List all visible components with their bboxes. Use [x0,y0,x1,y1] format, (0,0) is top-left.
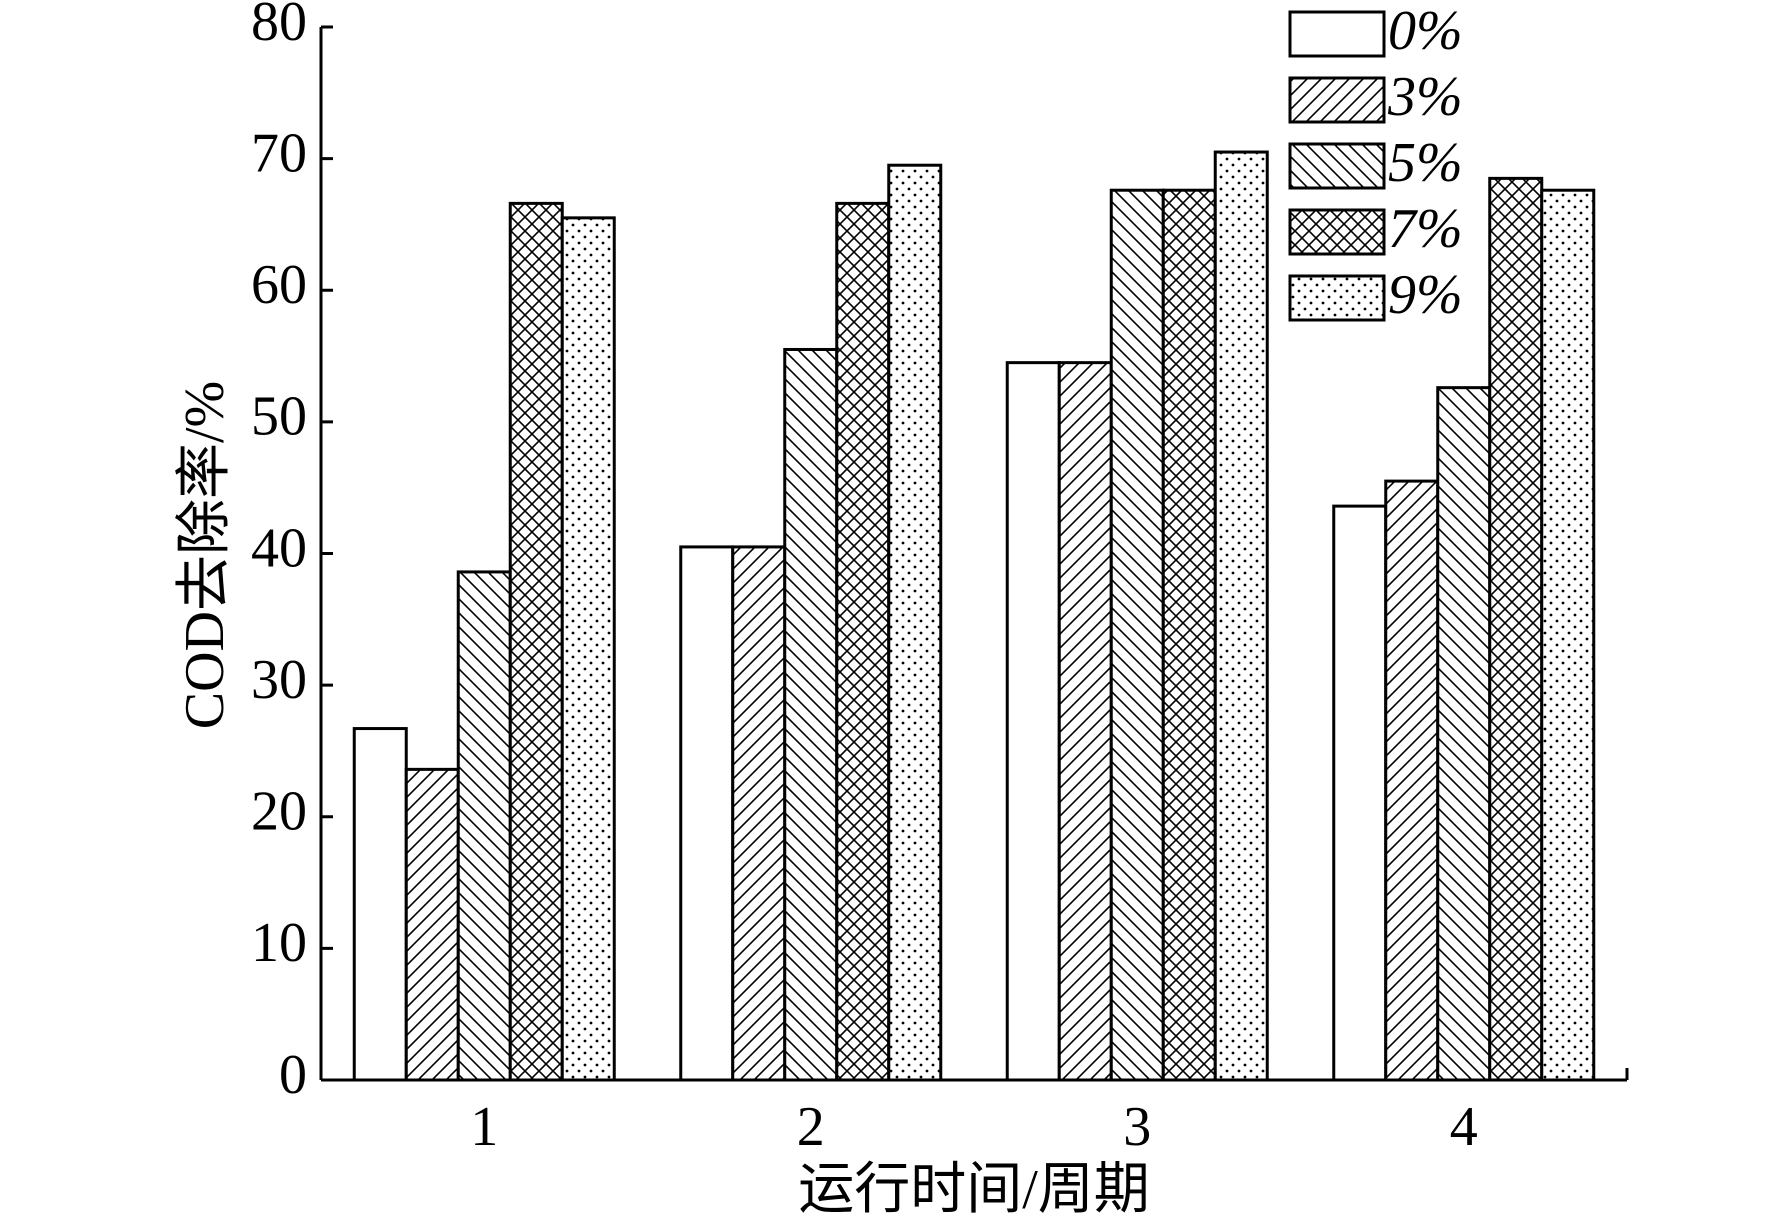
y-tick-label: 70 [251,122,307,184]
bar [1213,150,1269,1082]
x-axis-label: 运行时间/周期 [798,1159,1150,1221]
bar [679,545,735,1082]
bar [783,347,839,1082]
y-tick-label: 10 [251,912,307,974]
bar [1057,361,1113,1082]
bar [1161,188,1217,1082]
bar [1109,188,1165,1082]
legend-label: 9% [1388,264,1463,326]
legend-swatch [1288,208,1386,256]
x-tick-label: 2 [797,1096,825,1158]
y-tick-label: 0 [279,1044,307,1106]
x-tick-label: 1 [470,1096,498,1158]
bar [560,216,616,1082]
legend-label: 7% [1388,198,1463,260]
y-tick-label: 30 [251,649,307,711]
y-tick-label: 50 [251,386,307,448]
y-tick-label: 40 [251,517,307,579]
x-tick-label: 3 [1123,1096,1151,1158]
bar [1540,188,1596,1082]
bar [1332,504,1388,1082]
bar [508,201,564,1082]
legend-swatch [1288,10,1386,58]
bar [352,727,408,1082]
legend-label: 0% [1388,0,1463,62]
y-tick-label: 60 [251,254,307,316]
legend-label: 5% [1388,132,1463,194]
bar [1488,176,1544,1082]
bar [887,163,943,1082]
legend-swatch [1288,142,1386,190]
bar [404,767,460,1082]
y-tick-label: 20 [251,781,307,843]
bar [1436,386,1492,1082]
x-tick-label: 4 [1450,1096,1478,1158]
bar [731,545,787,1082]
bar [835,201,891,1082]
bar [1005,361,1061,1082]
y-axis-label: COD去除率/% [174,381,236,729]
legend-swatch [1288,76,1386,124]
bar [1384,479,1440,1082]
y-tick-label: 80 [251,0,307,53]
legend-swatch [1288,274,1386,322]
bar [456,570,512,1082]
legend-label: 3% [1387,66,1463,128]
